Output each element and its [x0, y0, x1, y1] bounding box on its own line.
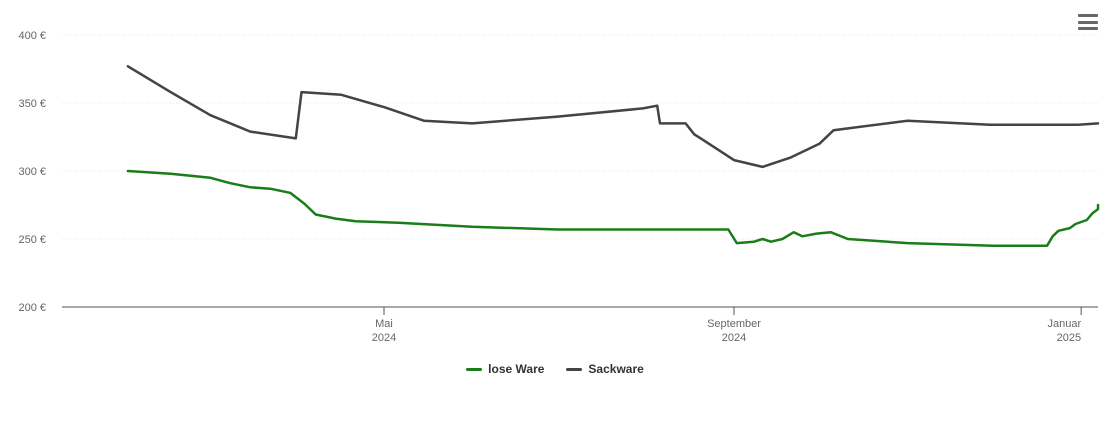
grid-lines — [62, 34, 1098, 240]
series-line-sackware — [126, 65, 1100, 169]
x-tick-year: 2024 — [722, 332, 746, 344]
legend-item-lose-ware[interactable]: lose Ware — [466, 362, 544, 376]
legend-label: Sackware — [588, 362, 644, 376]
series-line-lose-ware — [126, 169, 1100, 248]
x-axis-ticks: Mai 2024 September 2024 Januar 2025 — [372, 307, 1082, 344]
x-tick-month: Mai — [375, 318, 393, 330]
y-tick-label: 400 € — [18, 30, 46, 42]
chart-legend: lose Ware Sackware — [0, 362, 1110, 376]
y-tick-label: 350 € — [18, 98, 46, 110]
y-tick-label: 300 € — [18, 166, 46, 178]
y-axis-ticks: 200 € 250 € 300 € 350 € 400 € — [18, 30, 46, 314]
y-tick-label: 200 € — [18, 302, 46, 314]
series-lines — [126, 65, 1100, 248]
legend-label: lose Ware — [488, 362, 545, 376]
legend-swatch-sackware — [566, 367, 583, 371]
x-tick-month: September — [707, 318, 761, 330]
y-tick-label: 250 € — [18, 234, 46, 246]
legend-swatch-lose-ware — [466, 367, 483, 371]
hamburger-menu-icon[interactable] — [1078, 14, 1098, 30]
x-tick-year: 2024 — [372, 332, 396, 344]
legend-item-sackware[interactable]: Sackware — [566, 362, 644, 376]
x-tick-month: Januar — [1048, 318, 1082, 330]
x-tick-year: 2025 — [1057, 332, 1081, 344]
